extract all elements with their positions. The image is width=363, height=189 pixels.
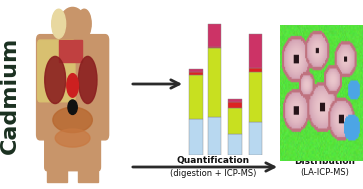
Text: (LA-ICP-MS): (LA-ICP-MS) [301, 169, 350, 177]
Text: Cadmium: Cadmium [0, 36, 20, 154]
Bar [189, 119, 203, 155]
Bar [228, 108, 242, 134]
Bar [189, 72, 203, 74]
Text: Distribution: Distribution [294, 156, 355, 166]
Ellipse shape [67, 74, 78, 97]
Bar [189, 74, 203, 119]
Wedge shape [38, 36, 73, 145]
Bar [59, 40, 82, 62]
Bar [208, 117, 221, 155]
Ellipse shape [52, 9, 66, 38]
FancyBboxPatch shape [37, 35, 109, 140]
Circle shape [68, 100, 77, 115]
Ellipse shape [60, 7, 85, 40]
Bar [228, 102, 242, 108]
FancyBboxPatch shape [38, 40, 75, 102]
Bar [228, 99, 242, 102]
Text: (digestion + ICP-MS): (digestion + ICP-MS) [170, 169, 256, 177]
Bar [208, 49, 221, 117]
Bar [249, 72, 262, 122]
Bar [228, 134, 242, 155]
Bar [249, 122, 262, 155]
Ellipse shape [53, 107, 92, 133]
Ellipse shape [77, 9, 91, 38]
Ellipse shape [78, 56, 97, 104]
Ellipse shape [55, 129, 90, 147]
Bar [208, 24, 221, 47]
FancyBboxPatch shape [45, 131, 101, 171]
Bar [66, 26, 82, 44]
Bar [78, 160, 98, 182]
Bar [249, 68, 262, 72]
Bar [189, 69, 203, 72]
Ellipse shape [45, 56, 66, 104]
Bar [47, 160, 67, 182]
Bar [249, 34, 262, 68]
Text: Quantification: Quantification [176, 156, 250, 166]
Bar [208, 47, 221, 49]
